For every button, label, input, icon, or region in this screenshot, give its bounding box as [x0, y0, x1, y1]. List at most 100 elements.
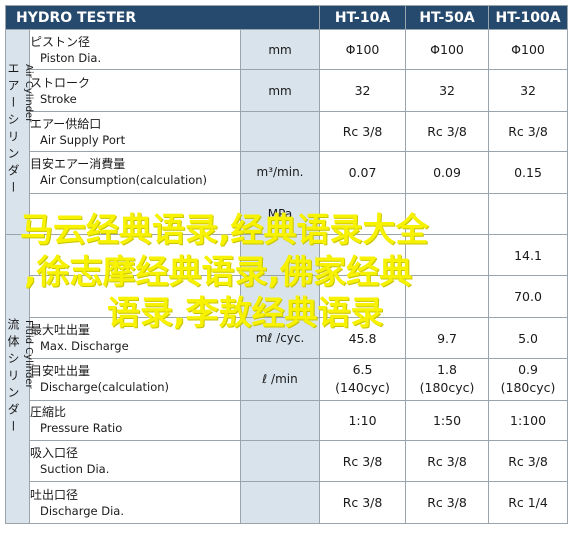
unit-cell: mℓ /cyc. [239, 316, 321, 360]
spec-item: 圧縮比 Pressure Ratio [29, 399, 241, 442]
value-cell: Rc 1/4 [488, 481, 569, 524]
value-cell: Rc 3/8 [405, 440, 490, 483]
value-cell [488, 192, 569, 236]
spec-table: HYDRO TESTER HT-10A HT-50A HT-100A エアーシリ… [4, 5, 569, 524]
item-label-en: Discharge(calculation) [40, 380, 170, 395]
item-label-jp: 目安吐出量 [30, 364, 91, 379]
value-cell: Rc 3/8 [319, 440, 407, 483]
value-cell: Rc 3/8 [405, 481, 490, 524]
spec-row: 目安エアー消費量 Air Consumption(calculation) m³/m… [6, 151, 569, 194]
group-label-en: Fluid Cylinder [23, 319, 34, 389]
value-cell: 1:100 [488, 399, 569, 442]
item-label-en: Max. Discharge [40, 339, 129, 354]
value-cell: 0.07 [319, 151, 407, 194]
value-cell [405, 275, 490, 318]
item-label-jp: エアー供給口 [30, 116, 102, 131]
item-label-jp: ピストン径 [30, 34, 91, 49]
item-label-en: Piston Dia. [40, 50, 102, 65]
value-cell: 14.1 [488, 234, 569, 277]
group-label-jp: エアーシリンダー [6, 62, 20, 199]
value-cell: Rc 3/8 [488, 110, 569, 153]
spec-row: エアーシリンダー Air Cylinder ピストン径 Piston Dia. mm Φ1… [5, 28, 569, 236]
value-cell: Φ100 [405, 28, 490, 71]
unit-cell: mm [239, 28, 321, 71]
value-cell: 32 [488, 69, 569, 112]
watermark-line-3: 语录,李敖经典语录 [107, 293, 384, 332]
model-ht-50a: HT-50A [405, 5, 490, 30]
spec-item [29, 275, 241, 318]
unit-cell: mm [239, 69, 321, 112]
unit-cell [239, 399, 321, 442]
spec-row: 最大吐出量 Max. Discharge mℓ /cyc. 45.8 9.7 5.0 [6, 316, 569, 360]
spec-row: 吸入口径 Suction Dia. Rc 3/8 Rc 3/8 Rc 3/8 [6, 440, 569, 483]
value-cell [319, 234, 407, 277]
spec-item: 目安吐出量 Discharge(calculation) [29, 358, 241, 401]
unit-cell: m³/min. [239, 151, 321, 194]
value-cell: 0.09 [405, 151, 490, 194]
value-cell: Φ100 [319, 28, 407, 71]
value-cell: 9.7 [405, 316, 490, 360]
spec-item: エアー供給口 Air Supply Port [29, 110, 241, 153]
spec-row: 圧縮比 Pressure Ratio 1:10 1:50 1:100 [6, 399, 569, 442]
item-label-en: Suction Dia. [40, 462, 110, 477]
group-label-en: Air Cylinder [23, 64, 34, 123]
value-cell: Rc 3/8 [405, 110, 490, 153]
spec-item: 最大吐出量 Max. Discharge [29, 316, 241, 360]
unit-cell: ℓ /min [239, 358, 321, 401]
value-cell: 1.8 (180cyc) [405, 358, 490, 401]
spec-item: 吐出口径 Discharge Dia. [29, 481, 241, 524]
watermark-line-2: ,徐志摩经典语录,佛家经典 [24, 252, 413, 291]
value-cell: 6.5 (140cyc) [319, 358, 407, 401]
unit-cell: MPa [239, 192, 321, 236]
item-label-en: Air Consumption(calculation) [40, 173, 208, 188]
value-cell: 32 [319, 69, 407, 112]
unit-cell [239, 481, 321, 524]
item-label-jp: 圧縮比 [30, 405, 67, 420]
spec-row: ストローク Stroke mm 32 32 32 [6, 69, 569, 112]
unit-cell [239, 110, 321, 153]
fluid-cylinder-group: 流体シリンダー Fluid Cylinder [5, 234, 34, 524]
spec-row: エアー供給口 Air Supply Port Rc 3/8 Rc 3/8 Rc 3/8 [6, 110, 569, 153]
model-ht-100a: HT-100A [488, 5, 569, 30]
item-label-jp: ストローク [30, 75, 91, 90]
value-cell: 1:50 [405, 399, 490, 442]
spec-row: MPa [6, 192, 569, 236]
item-label-jp: 最大吐出量 [30, 323, 91, 338]
value-cell: 0.9 (180cyc) [488, 358, 569, 401]
spec-row: 目安吐出量 Discharge(calculation) ℓ /min 6.5 (14… [6, 358, 569, 401]
value-cell [405, 234, 490, 277]
item-label-jp: 吐出口径 [30, 487, 79, 502]
item-label-en: Stroke [40, 91, 77, 106]
value-cell: 5.0 [488, 316, 569, 360]
spec-row: 70.0 [6, 275, 569, 318]
spec-item: ピストン径 Piston Dia. [29, 28, 241, 71]
unit-cell [239, 234, 321, 277]
model-ht-10a: HT-10A [319, 5, 407, 30]
value-cell: 70.0 [488, 275, 569, 318]
value-cell: 32 [405, 69, 490, 112]
value-cell [319, 192, 407, 236]
spec-item [29, 234, 241, 277]
item-label-jp: 吸入口径 [30, 446, 79, 461]
value-cell: Φ100 [488, 28, 569, 71]
header-row: HYDRO TESTER HT-10A HT-50A HT-100A [4, 5, 569, 30]
unit-cell [239, 440, 321, 483]
value-cell: 1:10 [319, 399, 407, 442]
spec-item [29, 192, 241, 236]
spec-row: 流体シリンダー Fluid Cylinder 14.1 [5, 234, 569, 524]
spec-item: ストローク Stroke [29, 69, 241, 112]
watermark-line-1: 马云经典语录,经典语录大全 [20, 210, 429, 249]
item-label-en: Discharge Dia. [40, 503, 125, 518]
air-cylinder-group: エアーシリンダー Air Cylinder [5, 28, 34, 236]
spec-item: 吸入口径 Suction Dia. [29, 440, 241, 483]
value-cell: Rc 3/8 [488, 440, 569, 483]
item-label-en: Pressure Ratio [40, 421, 123, 436]
spec-row: 吐出口径 Discharge Dia. Rc 3/8 Rc 3/8 Rc 1/4 [6, 481, 569, 524]
value-cell: 0.15 [488, 151, 569, 194]
item-label-en: Air Supply Port [40, 132, 126, 147]
group-label-jp: 流体シリンダー [6, 317, 20, 437]
value-cell: Rc 3/8 [319, 110, 407, 153]
value-cell: Rc 3/8 [319, 481, 407, 524]
product-title: HYDRO TESTER [4, 5, 321, 30]
spec-item: 目安エアー消費量 Air Consumption(calculation) [29, 151, 241, 194]
